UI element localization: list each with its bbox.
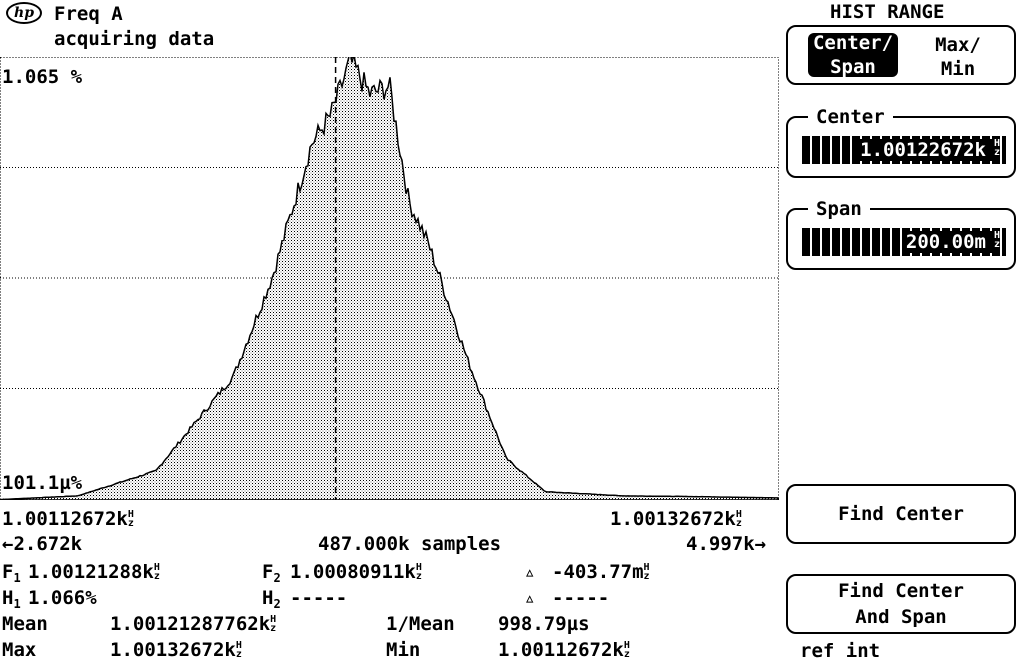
sample-count: 487.000k samples (318, 533, 502, 555)
find-center-button[interactable]: Find Center (786, 484, 1016, 544)
inv-mean-label: 1/Mean (386, 613, 455, 635)
measurement-title: Freq A (54, 3, 123, 25)
h2-value: ----- (290, 587, 348, 609)
center-label: Center (808, 106, 996, 128)
span-label: Span (808, 198, 974, 220)
find-center-span-button[interactable]: Find Center And Span (786, 574, 1016, 634)
right-out-count: 4.997k→ (686, 533, 767, 555)
y-top-label: 1.065 % (2, 66, 83, 88)
toggle-center-span[interactable]: Center/ Span (808, 32, 898, 78)
h2-label: H2 (262, 587, 281, 611)
histogram-area (0, 57, 779, 500)
delta-icon: ▵ (524, 587, 536, 609)
reference-status: ref int (800, 640, 881, 662)
hp-logo: hp (6, 2, 42, 24)
menu-title: HIST RANGE (830, 1, 945, 23)
f1-label: F1 (2, 561, 21, 585)
max-label: Max (2, 639, 37, 661)
delta-h-value: ----- (552, 587, 610, 609)
histogram-plot (0, 57, 779, 500)
mean-label: Mean (2, 613, 48, 635)
delta-icon: ▵ (524, 561, 536, 583)
h1-value: 1.066% (28, 587, 97, 609)
y-bottom-label: 101.1µ% (2, 472, 83, 494)
status-text: acquiring data (54, 28, 215, 50)
left-out-count: ←2.672k (2, 533, 83, 555)
toggle-max-min[interactable]: Max/ Min (935, 34, 981, 80)
inv-mean-value: 998.79µs (498, 613, 590, 635)
h1-label: H1 (2, 587, 21, 611)
range-mode-toggle[interactable]: Center/ Span Max/ Min (786, 25, 1016, 85)
min-label: Min (386, 639, 421, 661)
f2-label: F2 (262, 561, 281, 585)
